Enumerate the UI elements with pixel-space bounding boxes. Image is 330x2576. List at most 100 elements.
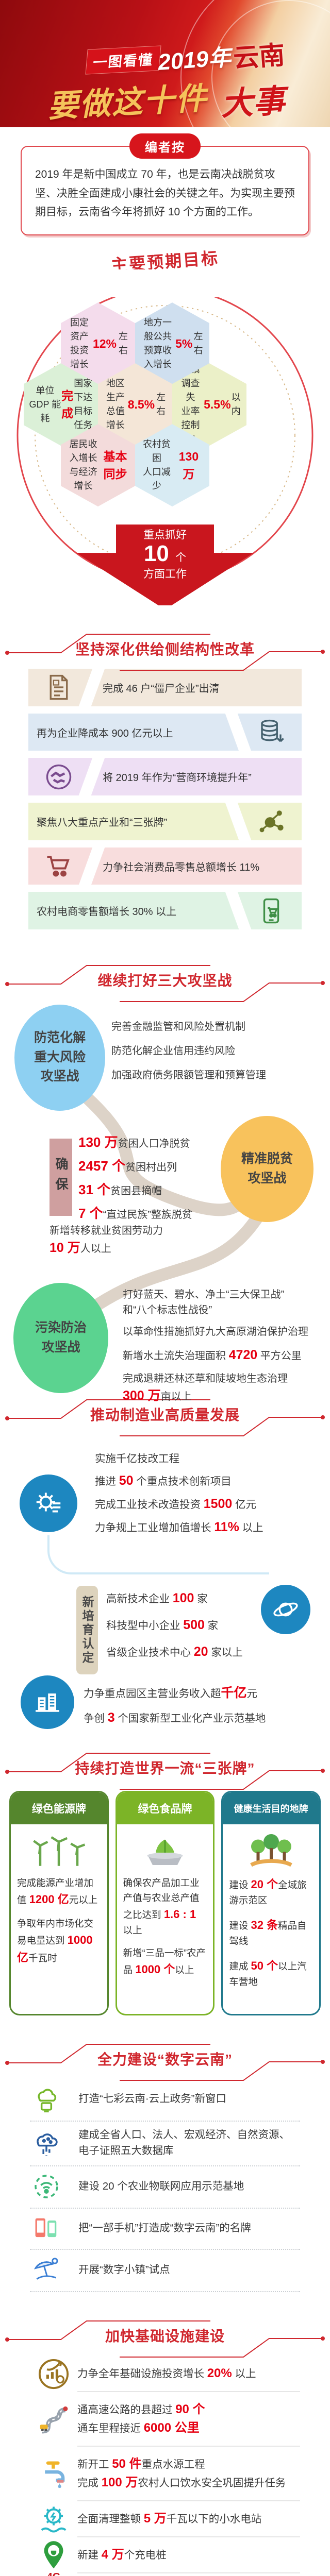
section-header-decor [5,965,325,1003]
cultivation-items: 高新技术企业 100 家 科技型中小企业 500 家 省级企业技术中心 20 家… [106,1590,243,1670]
manu-item: 高新技术企业 100 家 [106,1591,208,1606]
reform-row-text: 完成 46 户“僵尸企业”出清 [103,683,220,694]
reform-row-text: 将 2019 年作为“营商环境提升年” [103,772,252,784]
tech-upgrade-items: 实施千亿技改工程 推进 50 个重点技术创新项目 完成工业技术改造投资 1500… [95,1450,263,1542]
battle-item: 加强政府债务限额管理和预算管理 [111,1069,266,1081]
card-item: 建设 20 个全域旅游示范区 [229,1878,307,1906]
healthy-life-card: 健康生活目的地牌 建设 20 个全域旅游示范区 建设 32 条精品自驾线 建成 … [221,1791,321,2016]
goal-hex-income-sync: 居民收入增长 与经济增长 基本同步 [61,424,135,507]
manu-item: 争创 3 个国家新型工业化产业示范基地 [84,1710,266,1725]
battle-item: 以革命性措施抓好九大高原湖泊保护治理 [123,1326,308,1337]
battle-item: 打好蓝天、碧水、净土“三大保卫战” 和“八个标志性战役” [123,1289,285,1316]
zombie-enterprise-document-icon [28,669,89,706]
card-items: 建设 20 个全域旅游示范区 建设 32 条精品自驾线 建成 50 个以上汽车营… [223,1873,319,2004]
reform-row-text: 农村电商零售额增长 30% 以上 [37,906,177,918]
battle-item: 新增水土流失治理面积 4720 平方公里 [123,1347,302,1362]
section3-title: 推动制造业高质量发展 [90,1406,240,1423]
editor-note-label: 编者按 [129,133,201,159]
hero-title-red: 大事 [220,83,286,123]
reform-row-text: 力争社会消费品零售总额增长 11% [103,861,260,873]
gear-icon [20,1475,77,1533]
focus-arrow-line1: 重点抓好 [143,529,187,541]
goal-hex-poverty-reduce: 农村贫困 人口减少 130 万 [135,424,209,507]
battle-item: 31 个贫困县摘帽 [78,1181,162,1197]
infra-row: 新开工 50 件重点水源工程 完成 100 万农村人口饮水安全巩固提升任务 [30,2447,300,2501]
mobile-ecommerce-icon [241,892,302,929]
battle-item: 130 万贫困人口净脱贫 [78,1134,190,1150]
section3-header: 推动制造业高质量发展 [0,1388,330,1436]
section5-title: 全力建设“数字云南” [97,2052,233,2068]
4g-signal-icon: 4G [30,2571,77,2576]
card-item: 建设 32 条精品自驾线 [229,1919,307,1947]
digital-row: 开展“数字小镇”试点 [30,2250,300,2293]
card-item: 确保农产品加工业产值与农业总产值之比达到 1.6 : 1 以上 [123,1877,200,1936]
infra-row-text: 新开工 50 件重点水源工程 完成 100 万农村人口饮水安全巩固提升任务 [77,2447,300,2501]
card-item: 完成能源产业增加值 1200 亿元以上 [17,1877,98,1906]
editor-note-text: 2019 年是新中国成立 70 年，也是云南决战脱贫攻坚、决胜全面建成小康社会的… [21,145,309,236]
card-item: 新增“三品一标”农产品 1000 个以上 [123,1947,206,1976]
reform-row: 力争社会消费品零售总额增长 11% [28,847,302,885]
pollution-battle-items: 打好蓝天、碧水、净土“三大保卫战” 和“八个标志性战役” 以革命性措施抓好九大高原… [123,1287,322,1412]
battle-item: 防范化解企业信用违约风险 [111,1045,235,1057]
digital-row-text: 开展“数字小镇”试点 [78,2263,170,2276]
ensure-label: 确保 [50,1138,72,1216]
cost-reduction-database-icon [241,714,302,751]
green-energy-card: 绿色能源牌 完成能源产业增加值 1200 亿元以上 争取年内市场化交易电量达到 … [9,1791,109,2016]
three-brands-cards: 绿色能源牌 完成能源产业增加值 1200 亿元以上 争取年内市场化交易电量达到 … [9,1791,321,2016]
card-items: 确保农产品加工业产值与农业总产值之比达到 1.6 : 1 以上 新增“三品一标”… [117,1873,213,1993]
infra-row-text: 力争全年基础设施投资增长 20% 以上 [77,2356,300,2392]
digital-row-text: 把“一部手机”打造成“数字云南”的名牌 [78,2222,251,2234]
manu-item: 力争规上工业增加值增长 11% 以上 [95,1520,263,1535]
digital-row: 打造“七彩云南·云上政务”新窗口 [30,2079,300,2122]
hero-badge: 一图看懂 [85,45,161,75]
decor-arc [180,0,330,127]
section2-title: 继续打好三大攻坚战 [97,973,233,989]
goals-rings-decor [16,269,314,579]
hero-year: 2019年 [157,45,232,75]
digital-row-text: 打造“七彩云南·云上政务”新窗口 [78,2093,226,2105]
manu-item: 推进 50 个重点技术创新项目 [95,1473,232,1488]
infra-row: 力争全年基础设施投资增长 20% 以上 [30,2356,300,2392]
industrial-park-building-icon [21,1675,74,1730]
charging-pile-icon [30,2540,77,2571]
card-items: 完成能源产业增加值 1200 亿元以上 争取年内市场化交易电量达到 1000 亿… [11,1873,107,1981]
planet-icon [261,1585,310,1635]
manufacturing-block: 实施千亿技改工程 推进 50 个重点技术创新项目 完成工业技术改造投资 1500… [0,1434,330,1730]
wind-turbines-icon [11,1824,107,1873]
poverty-battle-circle: 精准脱贫 攻坚战 [221,1115,314,1222]
cloud-government-icon [30,2085,63,2114]
infra-row: 全面清理整顿 5 万千瓦以下的小水电站 [30,2501,300,2537]
park-items: 力争重点园区主营业务收入超千亿元 争创 3 个国家新型工业化产业示范基地 [84,1683,266,1734]
section-header-decor [5,1399,325,1436]
manu-item: 科技型中小企业 500 家 [106,1618,219,1633]
poverty-extra-item: 新增转移就业贫困劳动力 10 万人以上 [50,1225,163,1255]
reform-row: 聚焦八大重点产业和“三张牌” [28,803,302,840]
section1-title: 坚持深化供给侧结构性改革 [75,641,255,657]
focus-arrow-number: 10 个 [76,542,254,566]
healthy-trees-icon [223,1824,319,1873]
digital-row: 建成全省人口、法人、宏观经济、自然资源、电子证照五大数据库 [30,2122,300,2167]
connector-line-decor [47,1535,269,1575]
hero-title-gold: 要做这十件 [46,80,208,124]
cloud-database-icon [30,2129,63,2158]
pollution-battle-circle: 污染防治 攻坚战 [13,1282,108,1393]
section6-header: 加快基础设施建设 [0,2310,330,2358]
green-food-salad-icon [117,1824,213,1873]
card-item: 建成 50 个以上汽车营地 [229,1959,307,1987]
poverty-battle-items: 130 万贫困人口净脱贫 2457 个贫困村出列 31 个贫困县摘帽 7 个“直… [78,1132,192,1227]
4g-label: 4G [40,2571,68,2576]
section4-title: 持续打造世界一流“三张牌” [75,1760,255,1776]
battle-item: 完善金融监管和风险处置机制 [111,1021,245,1032]
reform-row: 再为企业降成本 900 亿元以上 [28,713,302,751]
infra-row: 4G 完善 4G 网络全覆盖，启动 5G 商用试点 [30,2571,300,2576]
manu-item: 实施千亿技改工程 [95,1453,179,1465]
reform-row: 将 2019 年作为“营商环境提升年” [28,758,302,796]
new-cultivation-label: 新培育认定 [76,1586,98,1675]
goals-honeycomb: 固定资产 投资增长 12% 左右 地方一般公共 预算收入增长 5% 左右 单位 GDP … [0,269,330,579]
battle-item: 完成退耕还林还草和陡坡地生态治理 300 万亩以上 [123,1373,288,1403]
section2-header: 继续打好三大攻坚战 [0,954,330,1003]
infra-row-text: 全面清理整顿 5 万千瓦以下的小水电站 [77,2501,300,2537]
highway-road-icon [30,2404,77,2434]
digital-town-icon [30,2256,63,2284]
